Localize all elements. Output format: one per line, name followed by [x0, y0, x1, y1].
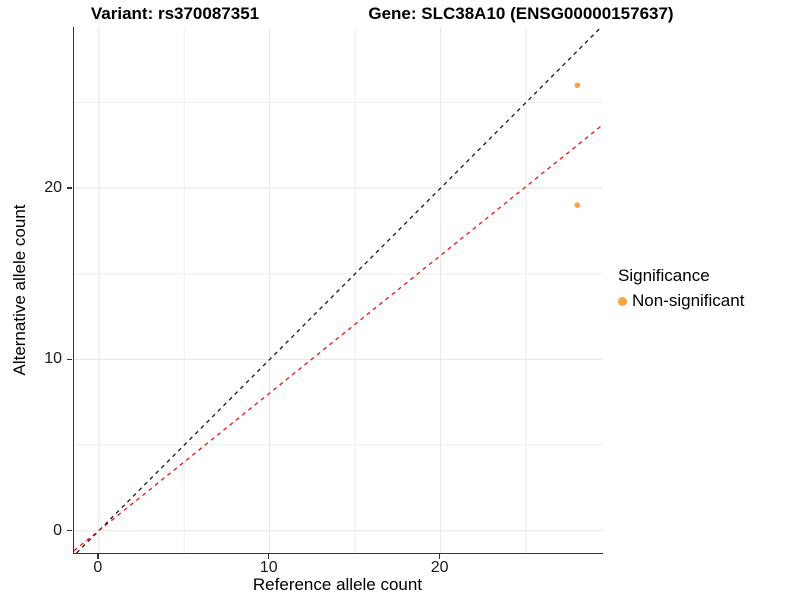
y-tick-mark: [67, 187, 72, 189]
x-tick-mark: [97, 554, 99, 559]
ratio-line: [74, 124, 603, 552]
x-tick-mark: [267, 554, 270, 559]
legend: Significance Non-significant: [618, 266, 744, 311]
legend-item-non-significant: Non-significant: [618, 291, 744, 311]
y-tick-mark: [67, 358, 72, 361]
x-tick-label: 10: [259, 559, 278, 576]
y-tick-label: 20: [44, 179, 62, 197]
legend-marker-circle-icon: [618, 296, 627, 306]
plot-title-gene: Gene: SLC38A10 (ENSG00000157637): [368, 4, 674, 23]
x-axis-title: Reference allele count: [252, 575, 423, 594]
legend-item-label: Non-significant: [632, 291, 745, 310]
plot-canvas: [74, 27, 603, 553]
legend-title: Significance: [618, 266, 710, 285]
y-tick-label: 10: [44, 350, 62, 368]
data-point: [574, 202, 581, 208]
plot-title-variant: Variant: rs370087351: [90, 4, 260, 23]
y-tick-label: 0: [53, 521, 62, 539]
x-tick-label: 0: [93, 559, 103, 576]
data-point: [574, 82, 581, 89]
y-axis-title: Alternative allele count: [10, 204, 29, 376]
y-tick-mark: [67, 529, 72, 532]
plot-panel: [73, 27, 603, 554]
x-tick-label: 20: [430, 559, 449, 576]
identity-line: [76, 27, 602, 553]
x-tick-mark: [438, 554, 441, 559]
